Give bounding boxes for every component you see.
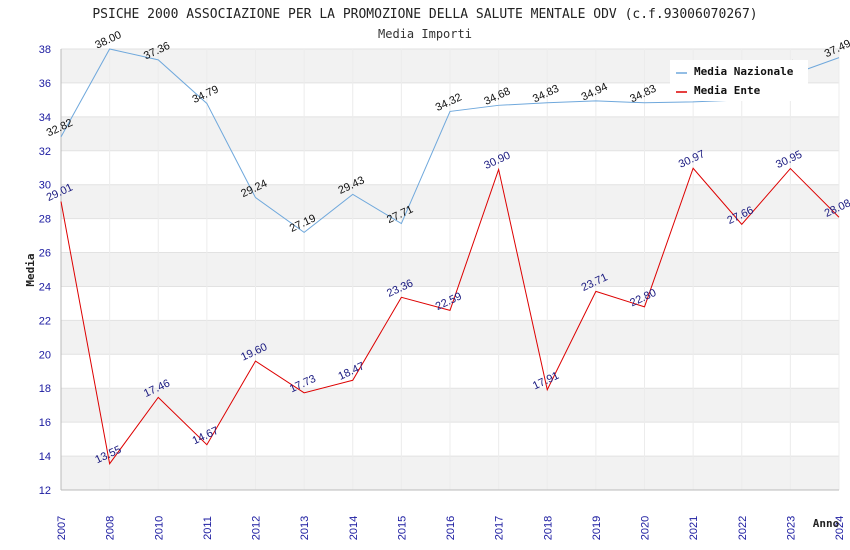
grid-bands xyxy=(60,48,840,491)
chart-title: PSICHE 2000 ASSOCIAZIONE PER LA PROMOZIO… xyxy=(92,7,757,22)
y-tick-label: 24 xyxy=(39,281,51,293)
x-tick-label: 2022 xyxy=(737,516,749,540)
y-tick-label: 12 xyxy=(39,485,51,497)
x-tick-label: 2010 xyxy=(153,516,165,540)
x-tick-label: 2008 xyxy=(105,516,117,540)
x-tick-label: 2013 xyxy=(299,516,311,540)
data-label-ente: 30.90 xyxy=(482,149,512,172)
y-tick-label: 18 xyxy=(39,383,51,395)
x-tick-label: 2020 xyxy=(640,516,652,540)
x-axis-ticks: 2007 2008 2010 2011 2012 2013 2014 2015 2016 2017… xyxy=(56,516,846,540)
x-tick-label: 2007 xyxy=(56,516,68,540)
x-tick-label: 2024 xyxy=(834,516,846,540)
y-axis-label: Media xyxy=(24,253,37,286)
data-label-nazionale: 34.94 xyxy=(580,81,610,104)
series-lines xyxy=(60,48,840,465)
x-tick-label: 2017 xyxy=(494,516,506,540)
y-tick-label: 20 xyxy=(39,349,51,361)
y-tick-label: 36 xyxy=(39,78,51,90)
x-tick-label: 2014 xyxy=(348,516,360,540)
y-tick-label: 26 xyxy=(39,248,51,260)
legend-background xyxy=(670,60,808,101)
x-tick-label: 2015 xyxy=(396,516,408,540)
y-tick-label: 16 xyxy=(39,417,51,429)
x-tick-label: 2018 xyxy=(542,516,554,540)
x-tick-label: 2021 xyxy=(688,516,700,540)
x-tick-label: 2019 xyxy=(591,516,603,540)
data-label-ente: 18.47 xyxy=(336,360,366,383)
data-label-ente: 30.95 xyxy=(774,149,804,172)
x-tick-label: 2012 xyxy=(251,516,263,540)
data-label-nazionale: 38.00 xyxy=(93,29,123,52)
y-tick-label: 38 xyxy=(39,44,51,56)
x-tick-label: 2023 xyxy=(785,516,797,540)
legend-label-nazionale: Media Nazionale xyxy=(694,65,794,78)
y-tick-label: 30 xyxy=(39,180,51,192)
x-tick-label: 2016 xyxy=(445,516,457,540)
y-tick-label: 22 xyxy=(39,315,51,327)
data-label-nazionale: 34.83 xyxy=(628,83,658,106)
y-tick-label: 28 xyxy=(39,214,51,226)
data-label-ente: 30.97 xyxy=(677,148,707,171)
x-axis-label: Anno xyxy=(813,517,840,530)
y-axis-ticks: 12 14 16 18 20 22 24 26 28 30 32 34 36 38 xyxy=(39,44,51,497)
y-tick-label: 34 xyxy=(39,112,51,124)
y-tick-label: 14 xyxy=(39,451,51,463)
axes xyxy=(60,49,839,491)
chart-subtitle: Media Importi xyxy=(378,27,472,41)
legend: Media Nazionale Media Ente xyxy=(670,60,808,101)
x-tick-label: 2011 xyxy=(202,516,214,540)
y-tick-label: 32 xyxy=(39,146,51,158)
series-line-ente xyxy=(60,167,840,465)
series-line-nazionale xyxy=(60,48,840,233)
legend-label-ente: Media Ente xyxy=(694,84,761,97)
